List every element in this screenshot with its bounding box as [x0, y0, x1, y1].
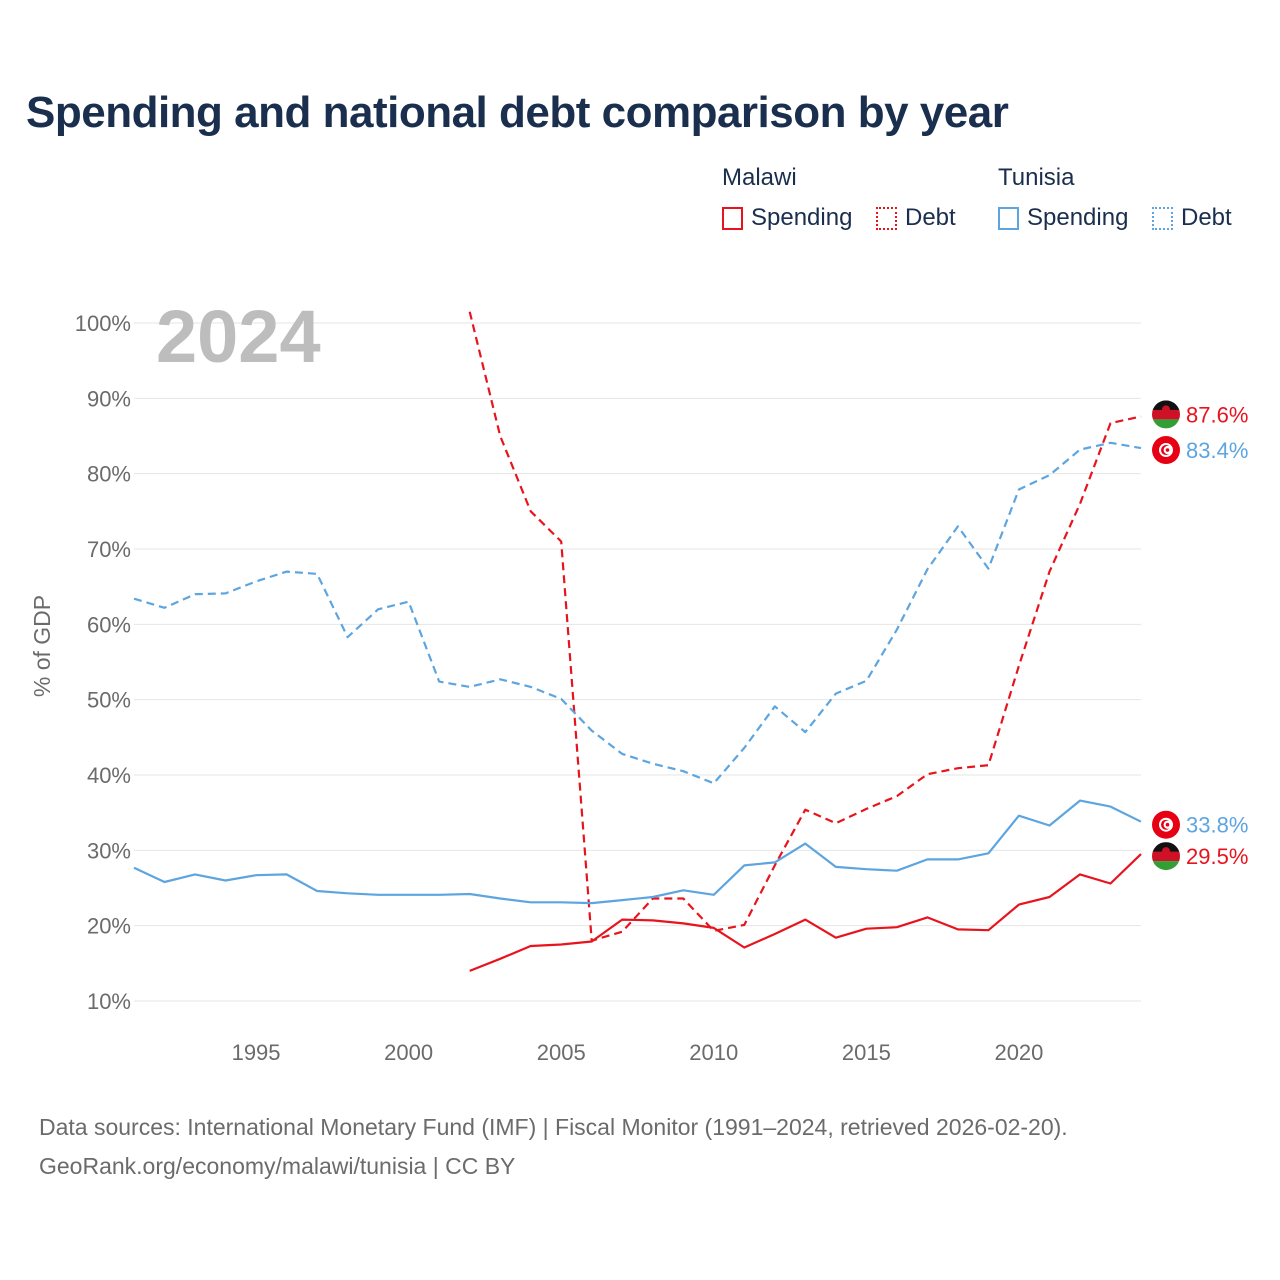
y-axis-ticks: 10% 20% 30% 40% 50% 60% 70% 80% 90% 100% [75, 311, 131, 1014]
series-line-tunisia-spending[interactable] [133, 799, 1142, 905]
legend-label: Debt [1181, 204, 1232, 231]
end-value-label: 87.6% [1186, 402, 1248, 427]
y-axis-label: % of GDP [29, 595, 55, 697]
malawi-flag-icon [1152, 842, 1180, 871]
x-tick-label: 2000 [384, 1040, 433, 1065]
y-tick-label: 70% [87, 537, 131, 562]
y-tick-label: 90% [87, 386, 131, 411]
legend-swatch-dotted [1152, 206, 1173, 230]
legend-malawi-debt[interactable]: Debt [876, 204, 956, 232]
data-sources: Data sources: International Monetary Fun… [39, 1108, 1068, 1186]
y-tick-label: 50% [87, 688, 131, 713]
series-line-tunisia-debt[interactable] [133, 441, 1142, 785]
series-line-malawi-spending[interactable] [469, 853, 1142, 972]
x-axis-ticks: 1995 2000 2005 2010 2015 2020 [232, 1040, 1044, 1065]
y-tick-label: 60% [87, 612, 131, 637]
sources-line-1: Data sources: International Monetary Fun… [39, 1114, 1068, 1140]
gridlines [134, 322, 1141, 1002]
legend-tunisia-debt[interactable]: Debt [1152, 204, 1232, 232]
x-tick-label: 2005 [537, 1040, 586, 1065]
y-tick-label: 40% [87, 763, 131, 788]
y-tick-label: 20% [87, 914, 131, 939]
legend-tunisia-spending[interactable]: Spending [998, 204, 1128, 232]
chart-title: Spending and national debt comparison by… [26, 88, 1009, 137]
malawi-flag-icon [1152, 400, 1180, 429]
end-value-label: 83.4% [1186, 438, 1248, 463]
x-tick-label: 2020 [994, 1040, 1043, 1065]
legend-swatch-solid [722, 206, 743, 230]
x-tick-label: 2010 [689, 1040, 738, 1065]
y-tick-label: 80% [87, 462, 131, 487]
series [133, 311, 1142, 972]
legend-group-tunisia: Tunisia [998, 164, 1075, 191]
end-labels: 87.6% 83.4% 33.8% 29.5% [1152, 400, 1248, 871]
legend-group-malawi: Malawi [722, 164, 797, 191]
end-value-label: 29.5% [1186, 844, 1248, 869]
end-value-label: 33.8% [1186, 813, 1248, 838]
legend-label: Spending [1027, 204, 1129, 231]
legend-swatch-solid [998, 206, 1019, 230]
year-watermark: 2024 [156, 295, 321, 378]
sources-line-2[interactable]: GeoRank.org/economy/malawi/tunisia | CC … [39, 1153, 516, 1179]
legend-label: Spending [751, 204, 853, 231]
y-tick-label: 30% [87, 838, 131, 863]
y-tick-label: 10% [87, 989, 131, 1014]
legend-malawi-spending[interactable]: Spending [722, 204, 852, 232]
tunisia-flag-icon [1152, 436, 1180, 465]
x-tick-label: 1995 [232, 1040, 281, 1065]
x-tick-label: 2015 [842, 1040, 891, 1065]
tunisia-flag-icon [1152, 810, 1180, 839]
y-tick-label: 100% [75, 311, 131, 336]
series-line-malawi-debt[interactable] [468, 311, 1142, 942]
legend-label: Debt [905, 204, 956, 231]
legend-swatch-dotted [876, 206, 897, 230]
